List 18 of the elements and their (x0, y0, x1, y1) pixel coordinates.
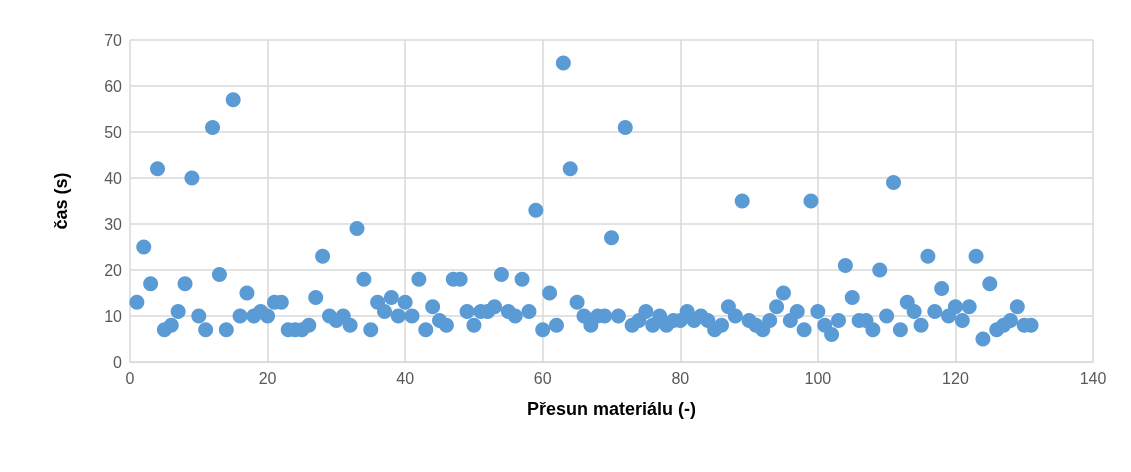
x-tick-label: 20 (258, 369, 277, 387)
x-tick-label: 0 (125, 369, 135, 387)
y-tick-label: 60 (104, 77, 123, 95)
y-tick-label: 70 (104, 31, 123, 49)
x-tick-label: 120 (942, 369, 969, 387)
y-tick-label: 50 (104, 123, 123, 141)
x-tick-label: 100 (804, 369, 832, 387)
y-tick-label: 20 (104, 261, 123, 279)
x-tick-label: 40 (396, 369, 415, 387)
y-tick-label: 30 (104, 215, 123, 233)
x-tick-label: 80 (671, 369, 690, 387)
x-tick-label: 60 (533, 369, 552, 387)
y-tick-label: 10 (104, 307, 123, 325)
y-tick-label: 0 (113, 353, 123, 371)
y-tick-label: 40 (104, 169, 123, 187)
x-axis-title: Přesun materiálu (-) (526, 399, 697, 419)
x-tick-label: 140 (1079, 369, 1107, 387)
y-axis-title: čas (s) (51, 172, 71, 230)
